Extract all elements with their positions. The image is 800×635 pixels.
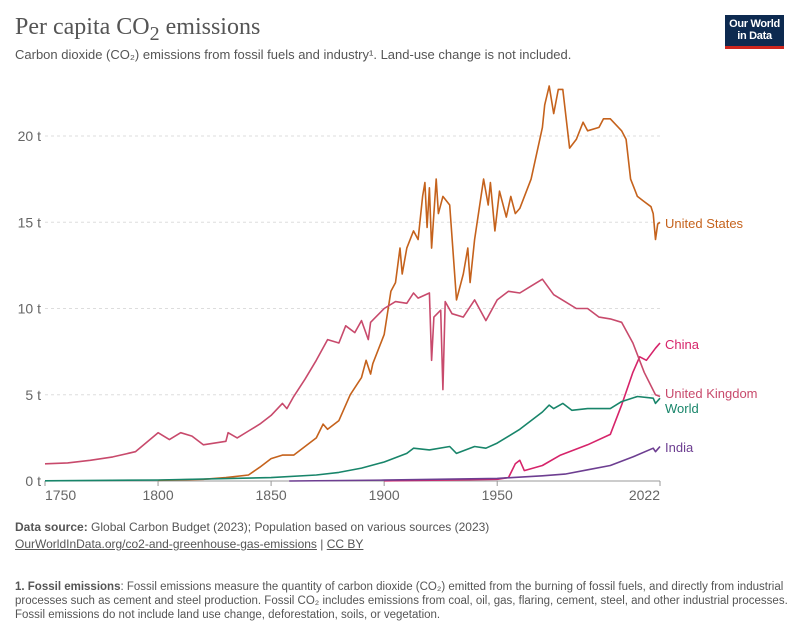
series-line-india	[289, 445, 661, 482]
footnote: 1. Fossil emissions: Fossil emissions me…	[15, 580, 790, 622]
y-tick-label: 10 t	[18, 301, 41, 317]
source-link[interactable]: OurWorldInData.org/co2-and-greenhouse-ga…	[15, 537, 317, 551]
chart-subtitle: Carbon dioxide (CO₂) emissions from foss…	[15, 47, 572, 62]
title-subscript: 2	[149, 22, 160, 45]
x-tick-label: 2022	[629, 487, 660, 503]
y-tick-label: 5 t	[25, 387, 41, 403]
x-tick-label: 1750	[45, 487, 76, 503]
x-tick-label: 1950	[482, 487, 513, 503]
series-label: World	[665, 401, 699, 416]
title-text-rest: emissions	[159, 14, 261, 40]
series-label: China	[665, 337, 700, 352]
series-label: India	[665, 440, 694, 455]
title-text: Per capita CO	[15, 14, 150, 40]
y-tick-label: 0 t	[25, 473, 41, 489]
series-line-china	[384, 342, 661, 482]
y-tick-label: 15 t	[18, 214, 41, 230]
series-label: United Kingdom	[665, 386, 758, 401]
owid-logo[interactable]: Our World in Data	[725, 15, 784, 49]
footnote-label: 1. Fossil emissions	[15, 581, 121, 593]
series-line-world	[44, 395, 661, 482]
x-tick-label: 1850	[256, 487, 287, 503]
footnote-text: : Fossil emissions measure the quantity …	[15, 581, 788, 621]
license-link[interactable]: CC BY	[326, 537, 364, 551]
x-tick-label: 1900	[369, 487, 400, 503]
series-line-united-states	[158, 85, 661, 482]
series-line-united-kingdom	[44, 278, 661, 465]
source-separator: |	[316, 537, 327, 551]
x-tick-label: 1800	[142, 487, 173, 503]
source-label: Data source:	[15, 520, 88, 534]
y-tick-label: 20 t	[18, 128, 41, 144]
source-block: Data source: Global Carbon Budget (2023)…	[15, 519, 489, 553]
series-label: United States	[665, 216, 744, 231]
chart-title: Per capita CO2 emissions	[15, 14, 260, 46]
source-text: Global Carbon Budget (2023); Population …	[87, 520, 490, 534]
